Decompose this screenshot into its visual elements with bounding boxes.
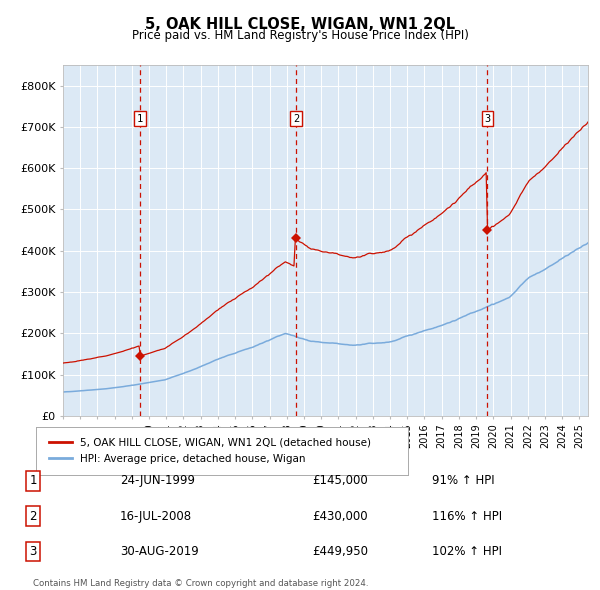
Text: Contains HM Land Registry data © Crown copyright and database right 2024.
This d: Contains HM Land Registry data © Crown c… bbox=[33, 579, 368, 590]
Text: 1: 1 bbox=[29, 474, 37, 487]
Text: 91% ↑ HPI: 91% ↑ HPI bbox=[432, 474, 494, 487]
Text: Price paid vs. HM Land Registry's House Price Index (HPI): Price paid vs. HM Land Registry's House … bbox=[131, 30, 469, 42]
Text: 5, OAK HILL CLOSE, WIGAN, WN1 2QL: 5, OAK HILL CLOSE, WIGAN, WN1 2QL bbox=[145, 17, 455, 31]
Text: 2: 2 bbox=[29, 510, 37, 523]
Text: 2: 2 bbox=[293, 114, 299, 123]
Text: 1: 1 bbox=[137, 114, 143, 123]
Text: 30-AUG-2019: 30-AUG-2019 bbox=[120, 545, 199, 558]
Text: £449,950: £449,950 bbox=[312, 545, 368, 558]
Text: 102% ↑ HPI: 102% ↑ HPI bbox=[432, 545, 502, 558]
Text: 116% ↑ HPI: 116% ↑ HPI bbox=[432, 510, 502, 523]
Text: £145,000: £145,000 bbox=[312, 474, 368, 487]
Text: 3: 3 bbox=[29, 545, 37, 558]
Text: 16-JUL-2008: 16-JUL-2008 bbox=[120, 510, 192, 523]
Text: 3: 3 bbox=[484, 114, 491, 123]
Text: £430,000: £430,000 bbox=[312, 510, 368, 523]
Text: 24-JUN-1999: 24-JUN-1999 bbox=[120, 474, 195, 487]
Legend: 5, OAK HILL CLOSE, WIGAN, WN1 2QL (detached house), HPI: Average price, detached: 5, OAK HILL CLOSE, WIGAN, WN1 2QL (detac… bbox=[45, 434, 376, 468]
